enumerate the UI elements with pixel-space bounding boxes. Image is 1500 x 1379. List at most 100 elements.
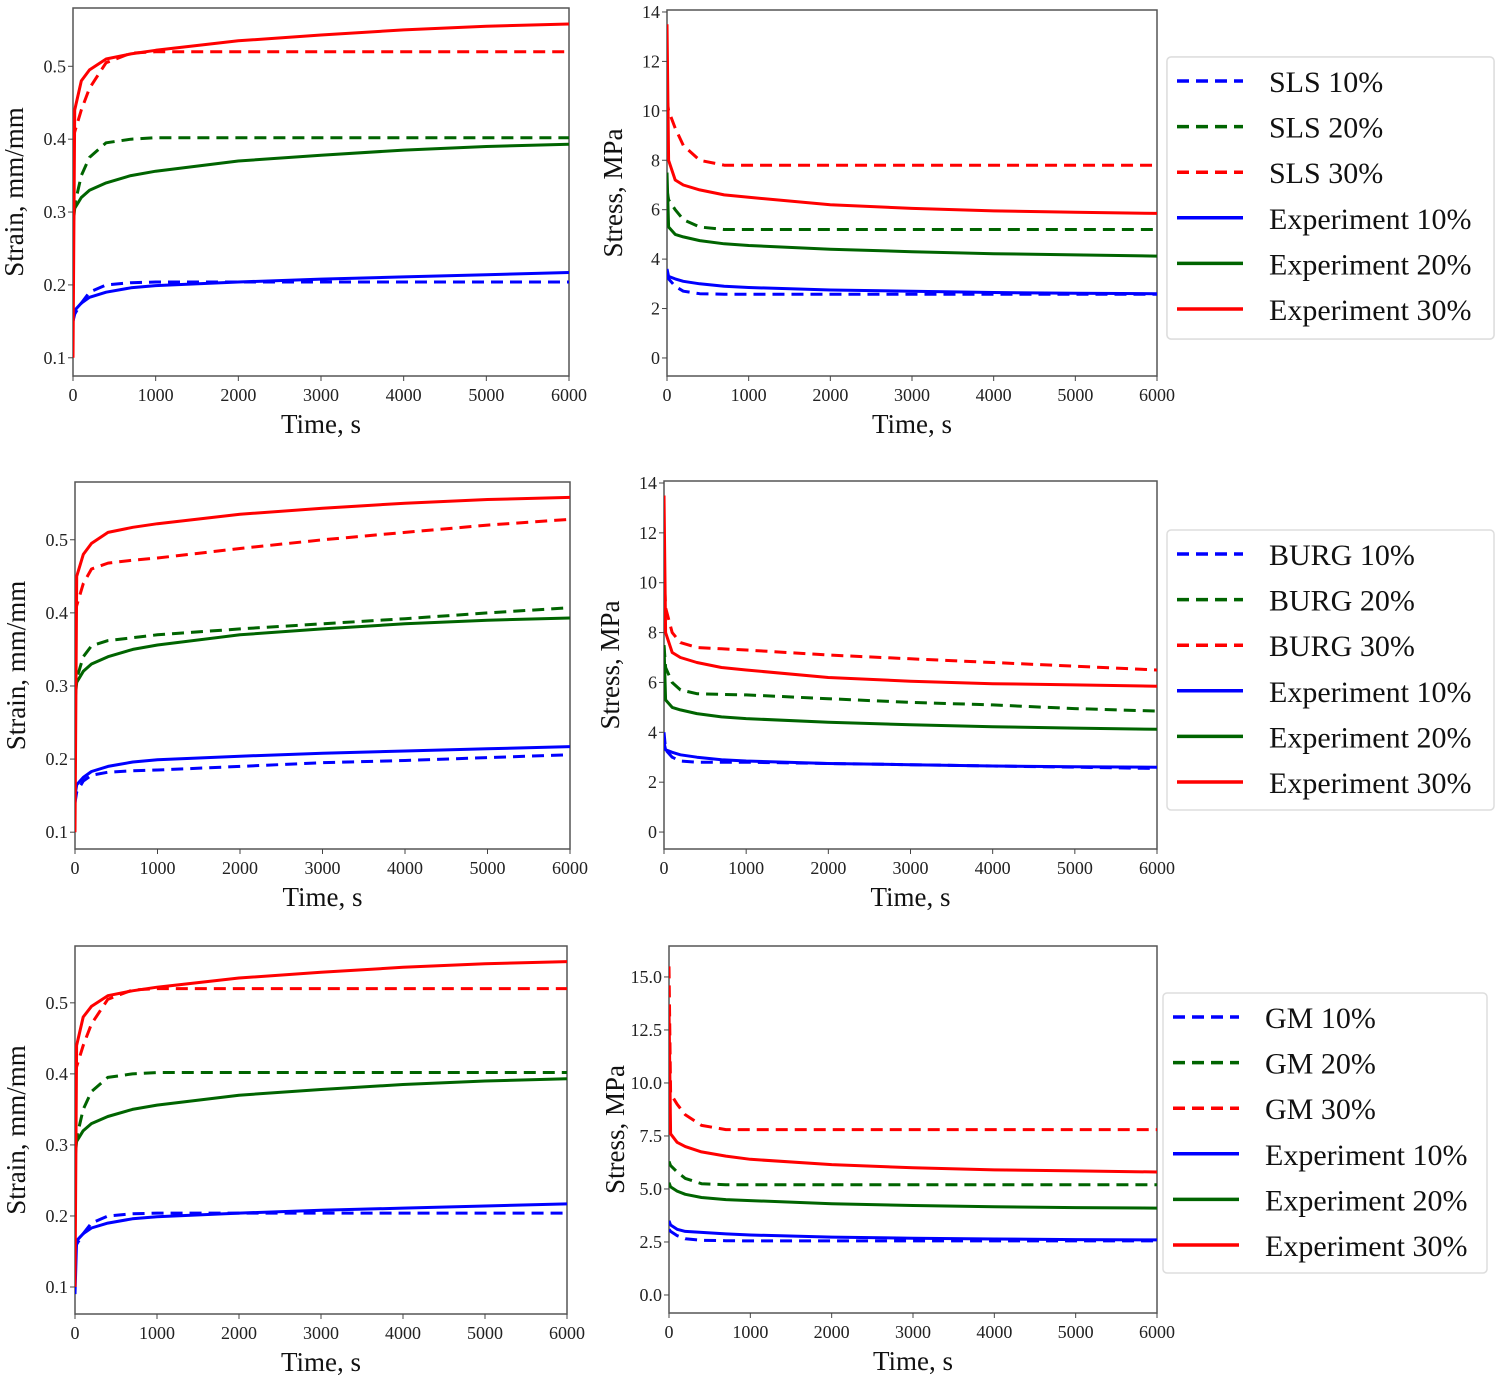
x-tick-label: 6000 [1139,858,1175,878]
legend: BURG 10% BURG 20% BURG 30% Experiment 10% Ex… [1166,529,1495,811]
y-tick-label: 0.4 [44,129,67,149]
series-line-4 [667,172,1157,258]
y-tick-label: 0.4 [46,1064,69,1084]
x-tick-label: 4000 [975,858,1011,878]
x-tick-label: 1000 [139,1323,175,1343]
x-tick-label: 6000 [551,385,587,405]
y-axis-label: Strain, mm/mm [0,107,29,277]
legend-frame [1166,56,1495,340]
y-tick-label: 12.5 [631,1020,663,1040]
y-tick-label: 0.5 [46,530,69,550]
y-tick-label: 0.5 [46,993,69,1013]
series-line-1 [75,606,570,694]
y-tick-label: 12 [642,51,660,71]
series-group [73,22,569,358]
y-tick-label: 2.5 [640,1232,663,1252]
x-tick-label: 2000 [221,1323,257,1343]
legend-label: BURG 30% [1269,630,1415,663]
series-line-0 [75,753,570,804]
x-tick-label: 5000 [1058,1322,1094,1342]
x-tick-label: 3000 [893,858,929,878]
y-tick-label: 5.0 [640,1179,663,1199]
legend: GM 10% GM 20% GM 30% Experiment 10% Experime… [1162,992,1488,1274]
plot-frame [74,945,568,1315]
y-tick-label: 8 [651,150,660,170]
subplot-3: 0 1000 2000 3000 4000 5000 6000 0 2 4 6 8 10 12 14 Time… [595,473,1495,912]
legend-label: Experiment 20% [1269,721,1471,754]
series-line-4 [75,616,570,701]
x-tick-label: 0 [71,1323,80,1343]
series-line-0 [73,280,569,322]
legend-label: GM 10% [1265,1002,1376,1035]
x-tick-label: 6000 [1139,385,1175,405]
series-group [669,966,1157,1243]
legend-label: SLS 10% [1269,66,1383,99]
series-line-1 [75,1071,567,1146]
y-axis-label: Strain, mm/mm [1,581,31,751]
series-line-0 [669,1228,1157,1243]
x-axis-label: Time, s [873,1346,953,1376]
series-line-5 [75,960,567,1288]
series-line-2 [667,98,1157,167]
y-tick-label: 0.2 [46,1206,69,1226]
legend-label: SLS 20% [1269,112,1383,145]
y-tick-label: 0.3 [46,1135,69,1155]
subplot-5: 0 1000 2000 3000 4000 5000 6000 0.0 2.5 5.0 7.5 10.… [600,945,1488,1376]
x-tick-label: 5000 [1057,858,1093,878]
y-tick-label: 0 [648,822,657,842]
subplot-4: 0 1000 2000 3000 4000 5000 6000 0.1 0.2 0.3 0.4 0.5… [1,945,585,1377]
x-tick-label: 3000 [894,385,930,405]
x-tick-label: 6000 [552,858,588,878]
legend-label: Experiment 30% [1269,294,1471,327]
series-line-3 [667,268,1157,296]
y-tick-label: 7.5 [640,1126,663,1146]
legend-frame [1166,529,1495,811]
y-tick-label: 0.2 [44,275,67,295]
x-tick-label: 1000 [140,858,176,878]
y-tick-label: 0.4 [46,603,69,623]
x-tick-label: 3000 [303,385,339,405]
legend-label: BURG 20% [1269,585,1415,618]
legend-label: Experiment 30% [1269,767,1471,800]
plot-frame [74,481,571,850]
legend-label: Experiment 10% [1269,203,1471,236]
y-axis-label: Strain, mm/mm [1,1045,31,1215]
x-tick-label: 3000 [303,1323,339,1343]
y-tick-label: 14 [639,473,657,493]
legend-label: SLS 30% [1269,157,1383,190]
plot-frame [666,9,1158,377]
x-tick-label: 4000 [386,385,422,405]
x-axis-label: Time, s [872,409,952,439]
y-tick-label: 0.3 [46,676,69,696]
series-line-4 [73,142,569,227]
y-tick-label: 4 [651,249,660,269]
series-line-4 [669,1182,1157,1210]
x-tick-label: 0 [663,385,672,405]
x-tick-label: 0 [71,858,80,878]
x-tick-label: 5000 [468,385,504,405]
series-line-1 [664,644,1157,713]
x-axis-label: Time, s [282,882,362,912]
series-line-3 [669,1220,1157,1242]
series-line-3 [75,1202,567,1295]
x-tick-label: 0 [665,1322,674,1342]
y-tick-label: 2 [648,772,657,792]
series-line-1 [667,189,1157,231]
plot-frame [72,7,570,377]
y-tick-label: 4 [648,722,657,742]
x-tick-label: 0 [660,858,669,878]
legend-label: Experiment 10% [1265,1139,1467,1172]
x-axis-label: Time, s [870,882,950,912]
series-group [75,960,567,1295]
x-tick-label: 1000 [732,1322,768,1342]
y-tick-label: 0.1 [46,822,69,842]
x-tick-label: 2000 [222,858,258,878]
series-group [667,24,1157,296]
y-axis-label: Stress, MPa [600,1065,630,1194]
y-tick-label: 12 [639,523,657,543]
y-tick-label: 0 [651,348,660,368]
series-line-4 [664,645,1157,731]
legend-label: Experiment 20% [1265,1184,1467,1217]
y-tick-label: 14 [642,2,660,22]
